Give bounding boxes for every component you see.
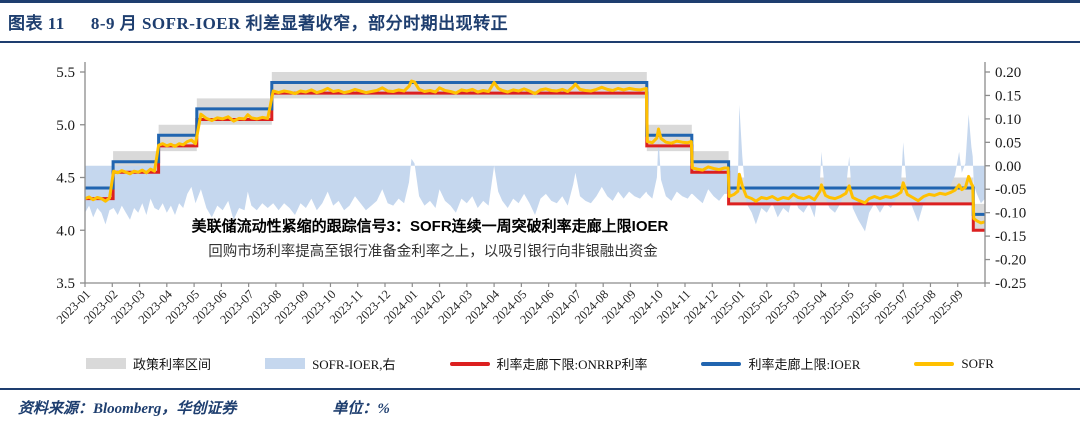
policy-band	[973, 203, 985, 231]
source-text: 资料来源：Bloomberg，华创证券	[18, 401, 237, 417]
legend-label: 利率走廊下限:ONRRP利率	[496, 357, 648, 372]
legend-item-1: SOFR-IOER,右	[265, 354, 396, 373]
legend-item-3: 利率走廊上限:IOER	[701, 354, 860, 373]
onrrp-line	[85, 91, 985, 232]
figure-footer: 资料来源：Bloomberg，华创证券 单位：%	[18, 397, 390, 418]
sofr-line	[84, 79, 986, 225]
right-tick-label: 0.00	[995, 159, 1021, 175]
right-tick-label: -0.25	[995, 276, 1026, 292]
left-tick-label: 5.0	[56, 118, 75, 134]
legend-swatch-line	[449, 361, 490, 366]
legend-label: SOFR	[961, 355, 994, 371]
legend-swatch-area	[265, 358, 306, 369]
chart-canvas: 5.5 5.0 4.5 4.0 3.5 0.20 0.15 0.10 0.05 0.00 -0.05…	[54, 62, 1026, 327]
legend-label: 政策利率区间	[133, 357, 212, 372]
left-tick-label: 4.0	[56, 223, 75, 239]
footer-rule	[0, 388, 1080, 390]
right-tick-label: -0.05	[995, 182, 1026, 198]
legend-swatch-area	[86, 358, 127, 369]
legend-item-0: 政策利率区间	[86, 354, 211, 373]
right-tick-label: -0.20	[995, 253, 1026, 269]
left-tick-label: 5.5	[56, 65, 75, 81]
right-tick-label: 0.20	[995, 65, 1021, 81]
right-tick-label: 0.05	[995, 135, 1021, 151]
legend-item-4: SOFR	[914, 356, 994, 372]
unit-text: 单位：%	[332, 401, 390, 417]
right-tick-label: 0.15	[995, 88, 1021, 104]
legend-swatch-line	[914, 361, 955, 366]
header-rule	[0, 41, 1080, 43]
chart-legend: 政策利率区间 SOFR-IOER,右 利率走廊下限:ONRRP利率 利率走廊上限:IO…	[0, 354, 1080, 373]
right-tick-label: -0.15	[995, 229, 1026, 245]
right-tick-label: -0.10	[995, 206, 1026, 222]
figure-title: 8-9 月 SOFR-IOER 利差显著收窄，部分时期出现转正	[90, 14, 509, 33]
legend-label: SOFR-IOER,右	[312, 357, 396, 372]
plot-layer: 5.5 5.0 4.5 4.0 3.5 0.20 0.15 0.10 0.05 0.00 -0.05…	[54, 62, 1026, 327]
right-tick-label: 0.10	[995, 112, 1021, 128]
ioer-line	[85, 81, 985, 216]
left-tick-label: 4.5	[56, 171, 75, 187]
legend-item-2: 利率走廊下限:ONRRP利率	[449, 354, 648, 373]
legend-swatch-line	[701, 361, 742, 366]
left-tick-label: 3.5	[56, 276, 75, 292]
legend-label: 利率走廊上限:IOER	[748, 357, 861, 372]
annotation-line1: 美联储流动性紧缩的跟踪信号3：SOFR连续一周突破利率走廊上限IOER	[192, 217, 669, 235]
annotation-line2: 回购市场利率提高至银行准备金利率之上，以吸引银行向非银融出资金	[208, 243, 658, 260]
top-rule	[0, 0, 1080, 3]
figure-header: 图表 11 8-9 月 SOFR-IOER 利差显著收窄，部分时期出现转正	[8, 9, 508, 34]
figure-number: 图表 11	[8, 14, 65, 33]
